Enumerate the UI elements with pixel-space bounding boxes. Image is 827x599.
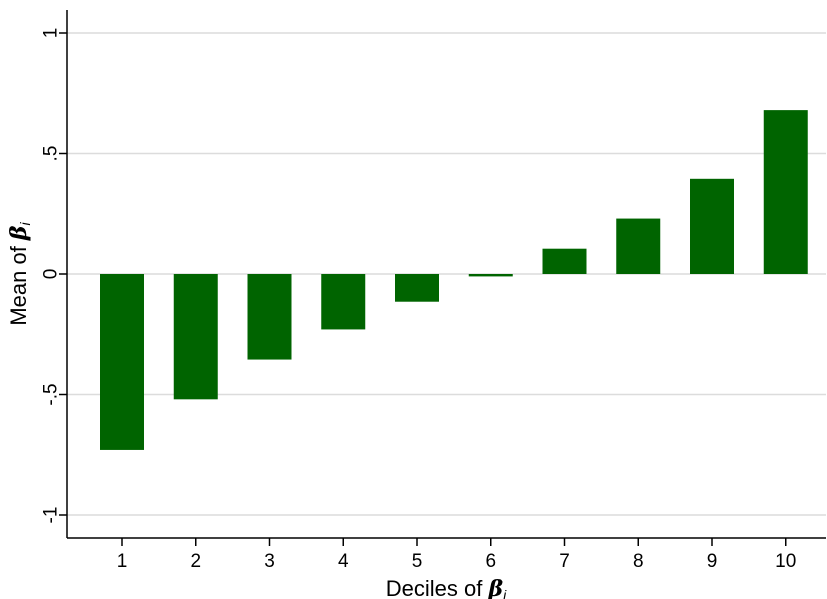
x-tick-labels: 1 2 3 4 5 6 7 8 9 10 — [117, 538, 796, 572]
x-tick-label: 7 — [559, 551, 570, 572]
bar — [763, 110, 808, 275]
bar — [395, 274, 439, 302]
y-axis-title: Mean of βi — [6, 221, 33, 325]
bar — [321, 274, 366, 330]
bar — [100, 274, 144, 450]
x-tick-label: 8 — [633, 551, 644, 572]
x-tick-label: 1 — [117, 551, 128, 572]
x-axis-title-subscript: i — [503, 587, 507, 599]
bar — [247, 274, 292, 360]
y-tick-label: .5 — [41, 146, 62, 162]
bar — [616, 218, 661, 274]
x-axis-title: Deciles of βi — [386, 576, 507, 599]
bar — [690, 178, 734, 274]
x-tick-label: 4 — [338, 551, 349, 572]
bar — [468, 274, 513, 277]
y-tick-label: 0 — [41, 269, 62, 280]
y-axis-title-prefix: Mean of — [6, 240, 31, 326]
y-axis-title-symbol: β — [6, 225, 32, 241]
y-tick-label: 1 — [41, 28, 62, 39]
y-tick-label: -.5 — [41, 383, 62, 405]
bar — [542, 248, 587, 274]
x-tick-label: 3 — [264, 551, 275, 572]
bars — [100, 110, 808, 450]
x-tick-label: 6 — [485, 551, 496, 572]
x-tick-label: 10 — [775, 551, 796, 572]
x-tick-label: 5 — [412, 551, 423, 572]
y-tick-label: -1 — [41, 507, 62, 524]
x-axis-title-symbol: β — [487, 576, 503, 599]
x-tick-label: 9 — [707, 551, 718, 572]
bar — [173, 274, 218, 400]
x-tick-label: 2 — [190, 551, 201, 572]
y-tick-labels: -1 -.5 0 .5 1 — [41, 28, 67, 524]
y-axis-title-subscript: i — [17, 221, 33, 225]
x-axis-title-prefix: Deciles of — [386, 576, 489, 599]
